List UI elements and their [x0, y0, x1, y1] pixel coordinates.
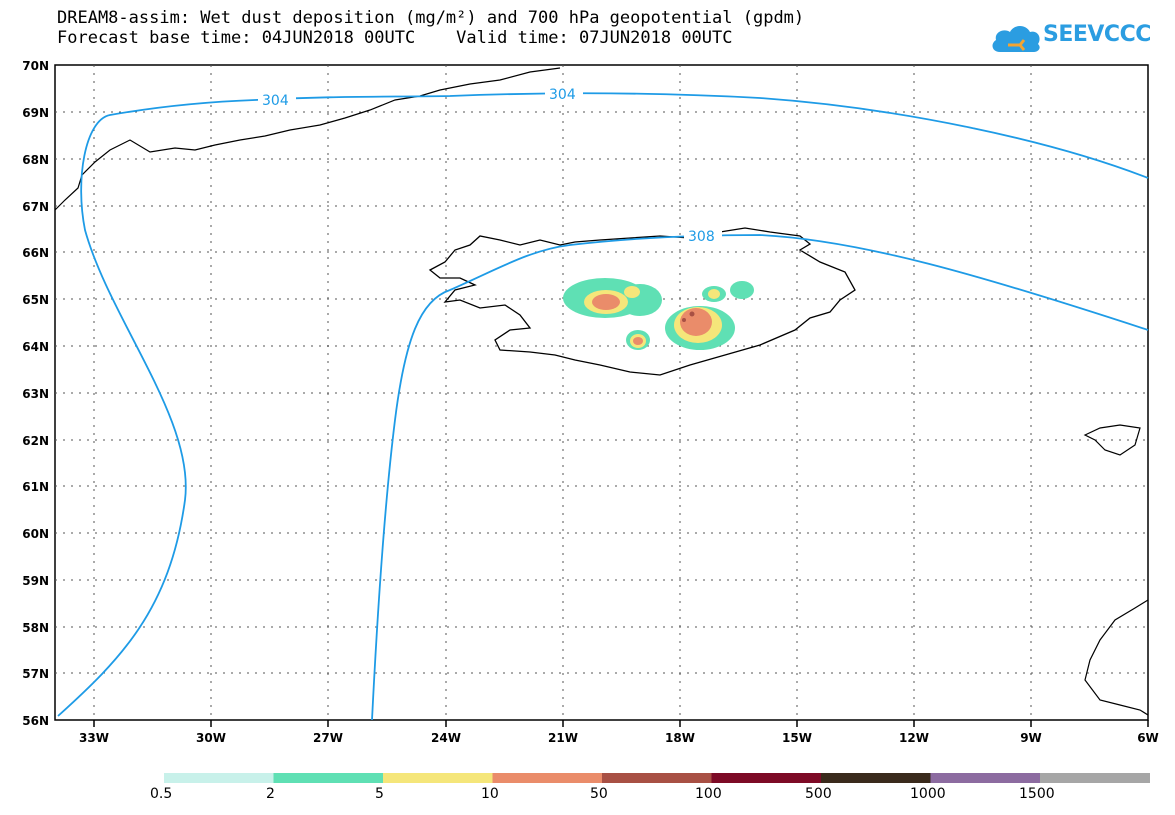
- legend-label: 5: [375, 786, 384, 802]
- legend-label: 100: [695, 786, 722, 802]
- tick-marks: [93, 720, 1149, 727]
- legend-label: 10: [481, 786, 499, 802]
- lon-label: 15W: [782, 731, 812, 745]
- dust-deposition-field: [563, 278, 754, 350]
- lon-label: 27W: [313, 731, 343, 745]
- lat-label: 61N: [22, 480, 49, 494]
- lon-label: 6W: [1137, 731, 1159, 745]
- lon-label: 24W: [431, 731, 461, 745]
- lat-label: 68N: [22, 153, 49, 167]
- lat-label: 70N: [22, 59, 49, 73]
- legend-swatch: [492, 773, 603, 783]
- legend-colorbar: [164, 773, 1150, 783]
- legend-label: 500: [805, 786, 832, 802]
- cloud-icon: [992, 26, 1040, 52]
- lon-label: 33W: [79, 731, 109, 745]
- legend-swatch: [273, 773, 384, 783]
- lat-label: 62N: [22, 434, 49, 448]
- legend-swatch: [711, 773, 822, 783]
- map-frame: [54, 64, 1149, 721]
- logo-text: SEEVCCC: [1043, 22, 1151, 47]
- lat-label: 66N: [22, 246, 49, 260]
- contour-labels: 304 304 308: [258, 86, 722, 245]
- greenland-coastline: [54, 67, 561, 211]
- contour-label: 308: [688, 229, 715, 245]
- lon-label: 30W: [196, 731, 226, 745]
- iceland-coastline: [428, 227, 856, 376]
- geopotential-contours: [57, 92, 1149, 721]
- legend-label: 1000: [910, 786, 946, 802]
- legend-label: 50: [590, 786, 608, 802]
- legend-label: 2: [266, 786, 275, 802]
- faroe-islands-coastline: [1083, 424, 1141, 456]
- lat-label: 58N: [22, 621, 49, 635]
- longitude-labels: 33W 30W 27W 24W 21W 18W 15W 12W 9W 6W: [79, 731, 1159, 745]
- lat-label: 64N: [22, 340, 49, 354]
- lat-label: 65N: [22, 293, 49, 307]
- legend-label: 1500: [1019, 786, 1055, 802]
- graticule: [55, 65, 1148, 720]
- legend-swatch: [821, 773, 931, 783]
- legend-swatch: [383, 773, 493, 783]
- lon-label: 12W: [899, 731, 929, 745]
- map-title: DREAM8-assim: Wet dust deposition (mg/m²…: [57, 8, 805, 28]
- map-subtitle: Forecast base time: 04JUN2018 00UTC Vali…: [57, 28, 733, 48]
- lat-label: 60N: [22, 527, 49, 541]
- lon-label: 9W: [1020, 731, 1042, 745]
- legend-swatch: [1040, 773, 1150, 783]
- legend-swatch: [164, 773, 274, 783]
- lat-label: 56N: [22, 714, 49, 728]
- lat-label: 63N: [22, 387, 49, 401]
- scotland-coastline: [1084, 599, 1149, 716]
- lat-label: 69N: [22, 106, 49, 120]
- contour-label: 304: [549, 87, 576, 103]
- contour-label: 304: [262, 93, 289, 109]
- lat-label: 57N: [22, 667, 49, 681]
- lat-label: 59N: [22, 574, 49, 588]
- lon-label: 21W: [548, 731, 578, 745]
- legend-swatch: [930, 773, 1041, 783]
- lat-label: 67N: [22, 200, 49, 214]
- legend-swatch: [602, 773, 712, 783]
- lon-label: 18W: [665, 731, 695, 745]
- legend-label: 0.5: [150, 786, 173, 802]
- latitude-labels: 70N 69N 68N 67N 66N 65N 64N 63N 62N 61N …: [22, 59, 49, 728]
